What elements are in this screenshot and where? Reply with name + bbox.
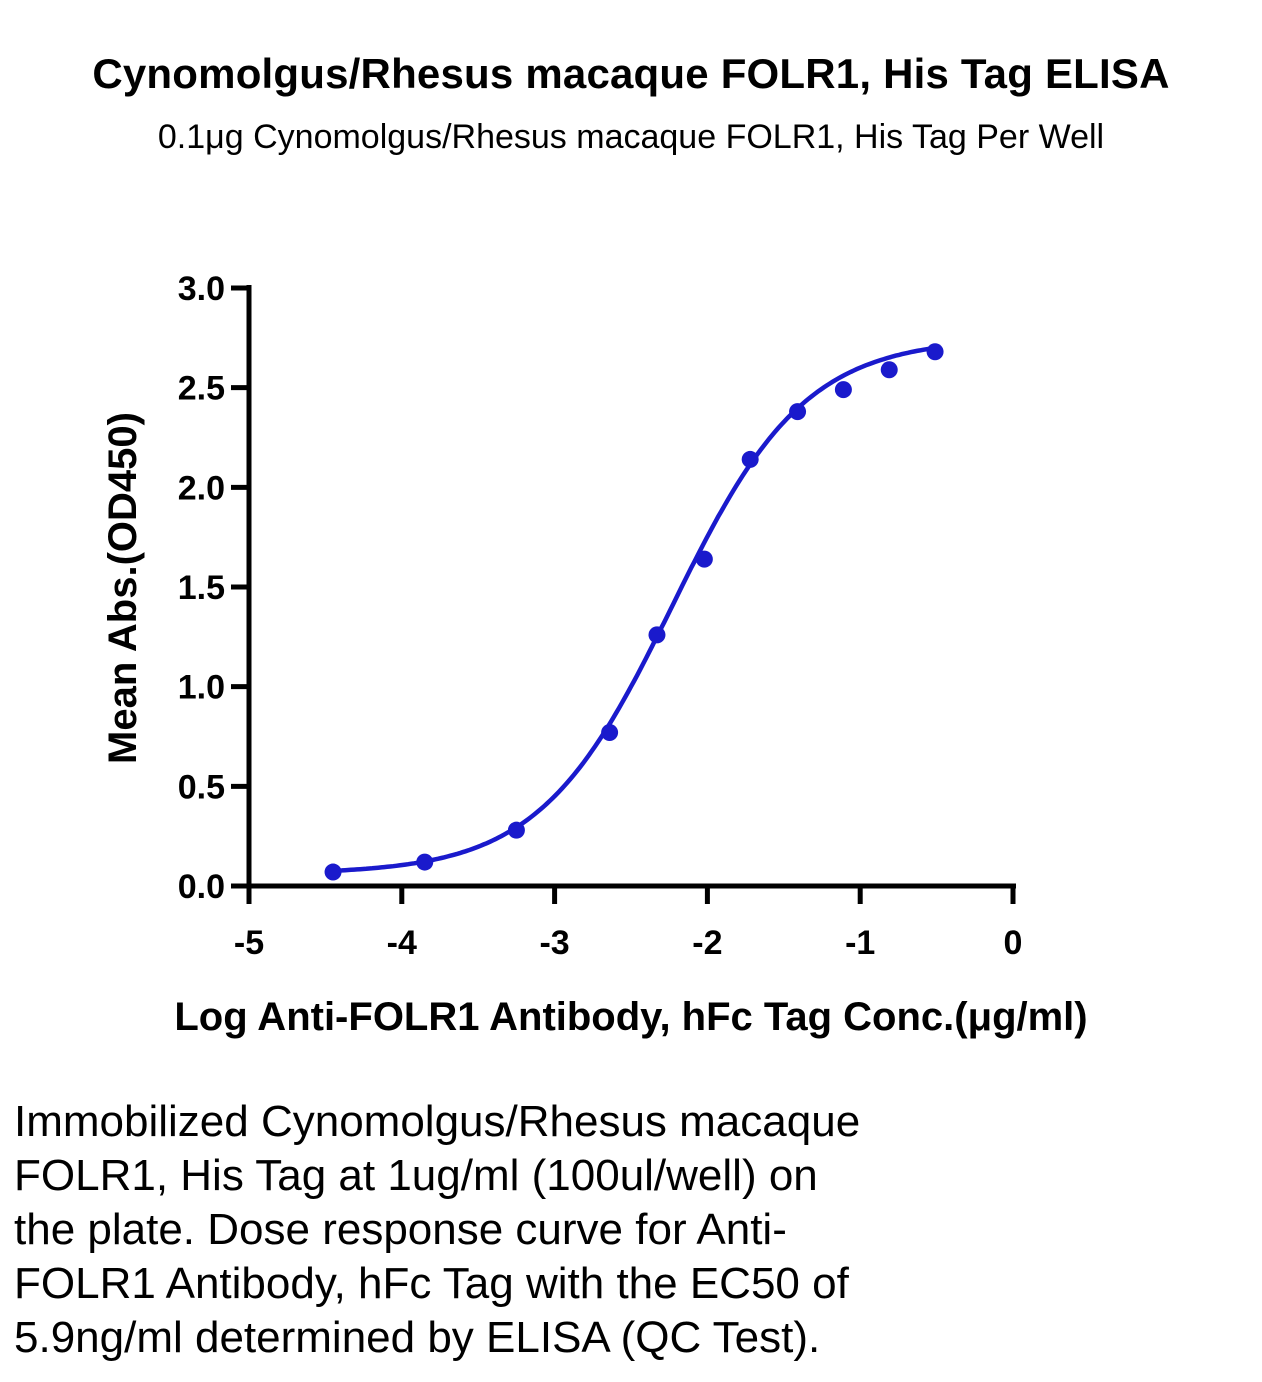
data-point: [926, 343, 944, 361]
data-point: [834, 381, 852, 399]
caption-line: Immobilized Cynomolgus/Rhesus macaque: [14, 1097, 861, 1146]
data-point: [507, 821, 525, 839]
x-tick-label: -4: [387, 924, 417, 962]
data-point: [416, 853, 434, 871]
y-tick-label: 2.5: [178, 370, 225, 408]
x-tick-label: -1: [845, 924, 875, 962]
y-tick-label: 0.0: [178, 868, 225, 906]
fit-curve: [332, 345, 936, 874]
axes: -5 -4 -3 -2 -1 0 0.0 0.5 1.0 1.5 2.0 2.5 3.0: [178, 270, 1023, 962]
x-axis-label: Log Anti-FOLR1 Antibody, hFc Tag Conc.(μ…: [174, 995, 1087, 1039]
x-tick-label: -2: [692, 924, 722, 962]
data-point: [880, 361, 898, 379]
data-point: [741, 450, 759, 468]
x-tick-label: 0: [1004, 924, 1023, 962]
y-axis-label: Mean Abs.(OD450): [101, 412, 145, 764]
figure-caption: Immobilized Cynomolgus/Rhesus macaque FO…: [14, 1095, 1014, 1365]
data-point: [601, 724, 619, 742]
chart-subtitle: 0.1μg Cynomolgus/Rhesus macaque FOLR1, H…: [157, 118, 1105, 156]
data-point: [695, 550, 713, 568]
caption-line: FOLR1, His Tag at 1ug/ml (100ul/well) on: [14, 1151, 818, 1200]
data-point: [648, 626, 666, 644]
caption-line: the plate. Dose response curve for Anti-: [14, 1205, 787, 1254]
caption-line: 5.9ng/ml determined by ELISA (QC Test).: [14, 1313, 821, 1362]
x-tick-label: -5: [234, 924, 264, 962]
x-tick-label: -3: [539, 924, 569, 962]
y-tick-label: 3.0: [178, 270, 225, 308]
y-tick-label: 1.5: [178, 569, 225, 607]
data-point: [324, 863, 342, 881]
y-tick-label: 0.5: [178, 768, 225, 806]
plot-area: [324, 343, 944, 881]
y-tick-label: 2.0: [178, 469, 225, 507]
caption-line: FOLR1 Antibody, hFc Tag with the EC50 of: [14, 1259, 849, 1308]
chart-title: Cynomolgus/Rhesus macaque FOLR1, His Tag…: [92, 50, 1170, 97]
elisa-chart: -5 -4 -3 -2 -1 0 0.0 0.5 1.0 1.5 2.0 2.5 3.0 Log Ant…: [101, 270, 1088, 1039]
data-point: [789, 403, 807, 421]
y-tick-label: 1.0: [178, 669, 225, 707]
